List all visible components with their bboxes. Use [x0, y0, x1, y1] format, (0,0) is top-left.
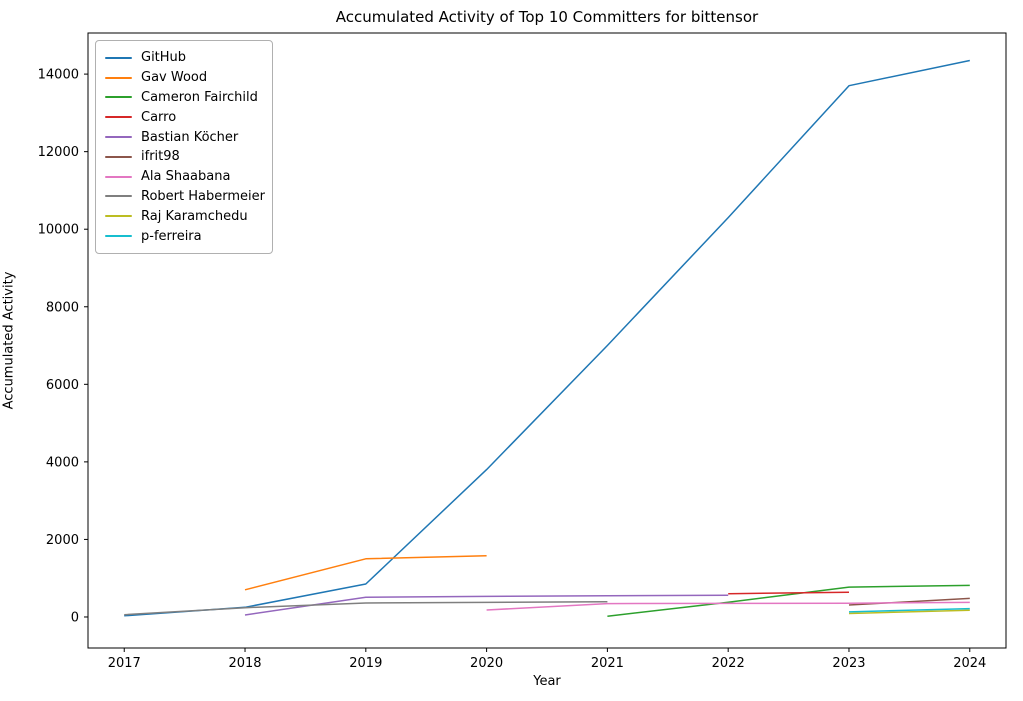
series-line-github [124, 59, 970, 617]
y-tick-label: 2000 [46, 533, 79, 548]
x-tick-label: 2021 [591, 656, 624, 671]
legend-line-swatch [105, 116, 132, 119]
series-line-p-ferreira [848, 607, 970, 613]
y-tick-label: 0 [71, 610, 79, 625]
legend-item: Carro [105, 107, 262, 127]
legend-line-swatch [105, 195, 132, 198]
x-axis-label: Year [533, 674, 561, 689]
legend-label: p-ferreira [141, 228, 202, 244]
series-line-carro [728, 591, 850, 595]
x-tick-label: 2018 [228, 656, 261, 671]
legend-label: Carro [141, 109, 177, 125]
y-tick-label: 12000 [38, 145, 79, 160]
legend-label: Raj Karamchedu [141, 208, 248, 224]
tick-labels: 2017 2018 2019 2020 2021 2022 2023 2024 0 2000 400… [38, 68, 987, 671]
legend-line-swatch [105, 96, 132, 99]
y-tick-label: 8000 [46, 300, 79, 315]
legend-item: Robert Habermeier [105, 187, 265, 207]
series-line-ala-shaabana [486, 601, 970, 611]
series-line-bastian-k-cher [244, 594, 729, 616]
y-tick-label: 6000 [46, 378, 79, 393]
series-line-gav-wood [244, 554, 487, 591]
legend-item: Cameron Fairchild [105, 88, 262, 108]
axes [84, 32, 1007, 652]
chart-title: Accumulated Activity of Top 10 Committer… [335, 8, 759, 26]
x-tick-label: 2024 [953, 656, 986, 671]
series-line-cameron-fairchild [607, 584, 970, 617]
legend-item: Gav Wood [105, 68, 262, 88]
y-tick-label: 4000 [46, 455, 79, 470]
legend-label: Cameron Fairchild [141, 89, 258, 105]
x-tick-label: 2022 [712, 656, 745, 671]
legend-line-swatch [105, 235, 132, 238]
legend-label: Ala Shaabana [141, 169, 231, 185]
x-tick-label: 2023 [832, 656, 865, 671]
legend-line-swatch [105, 155, 132, 158]
series-line-raj-karamchedu [848, 609, 970, 615]
legend-line-swatch [105, 56, 132, 59]
legend-line-swatch [105, 136, 132, 139]
legend-item: Bastian Köcher [105, 127, 262, 147]
legend-item: Ala Shaabana [105, 167, 262, 187]
legend-label: ifrit98 [141, 149, 180, 165]
legend-line-swatch [105, 175, 132, 178]
x-tick-label: 2019 [349, 656, 382, 671]
legend-item: Raj Karamchedu [105, 206, 262, 226]
series-lines [124, 59, 970, 617]
legend-label: Bastian Köcher [141, 129, 239, 145]
legend-label: Robert Habermeier [141, 188, 265, 204]
legend-item: p-ferreira [105, 226, 262, 246]
legend-item: ifrit98 [105, 147, 262, 167]
legend-label: GitHub [141, 50, 187, 66]
x-tick-label: 2020 [470, 656, 503, 671]
y-axis-label: Accumulated Activity [1, 271, 17, 410]
series-line-robert-habermeier [124, 600, 608, 616]
legend-line-swatch [105, 76, 132, 79]
legend-line-swatch [105, 215, 132, 218]
series-line-ifrit98 [848, 597, 970, 606]
legend-label: Gav Wood [141, 70, 208, 86]
y-tick-label: 14000 [38, 68, 79, 83]
x-tick-label: 2017 [108, 656, 141, 671]
legend-box: GitHub Gav Wood Cameron Fairchild Carro Bast… [95, 40, 273, 254]
plot-spines [87, 32, 1007, 649]
legend-item: GitHub [105, 48, 262, 68]
y-tick-label: 10000 [38, 223, 79, 238]
